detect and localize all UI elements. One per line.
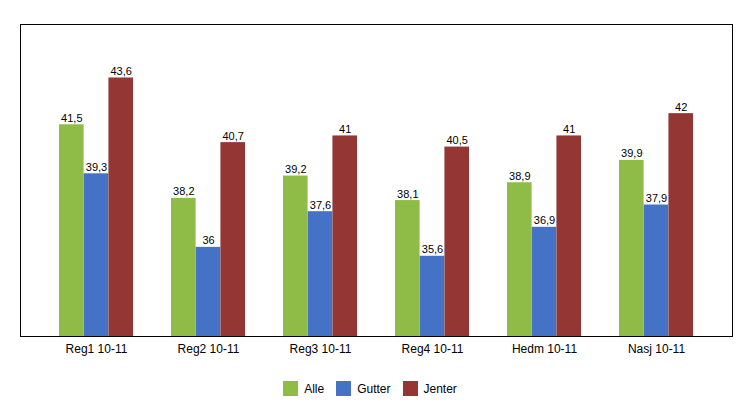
html-text:Gutter: Gutter <box>357 381 391 396</box>
svg-text:41: 41 <box>563 123 575 135</box>
svg-text:35,6: 35,6 <box>422 243 443 255</box>
svg-text:36: 36 <box>202 234 214 246</box>
svg-text:41,5: 41,5 <box>61 112 82 124</box>
svg-text:40,5: 40,5 <box>446 134 467 146</box>
svg-text:38,9: 38,9 <box>509 170 530 182</box>
svg-text:Reg4 10-11: Reg4 10-11 <box>402 342 464 356</box>
svg-text:39,3: 39,3 <box>86 161 107 173</box>
svg-text:Reg2 10-11: Reg2 10-11 <box>178 342 240 356</box>
svg-text:37,6: 37,6 <box>310 199 331 211</box>
html-text:Alle: Alle <box>304 381 325 396</box>
svg-text:38,1: 38,1 <box>397 188 418 200</box>
svg-text:43,6: 43,6 <box>110 65 131 77</box>
svg-text:Nasj 10-11: Nasj 10-11 <box>628 342 685 356</box>
svg-text:36,9: 36,9 <box>534 214 555 226</box>
svg-text:38,2: 38,2 <box>173 185 194 197</box>
svg-text:39,9: 39,9 <box>621 147 642 159</box>
svg-text:42: 42 <box>675 101 687 113</box>
svg-text:37,9: 37,9 <box>646 192 667 204</box>
svg-text:Reg1 10-11: Reg1 10-11 <box>66 342 128 356</box>
svg-text:39,2: 39,2 <box>285 163 306 175</box>
svg-text:41: 41 <box>339 123 351 135</box>
svg-text:Reg3 10-11: Reg3 10-11 <box>290 342 352 356</box>
svg-text:40,7: 40,7 <box>222 130 243 142</box>
html-text:Jenter: Jenter <box>423 381 457 396</box>
svg-text:Hedm 10-11: Hedm 10-11 <box>512 342 577 356</box>
